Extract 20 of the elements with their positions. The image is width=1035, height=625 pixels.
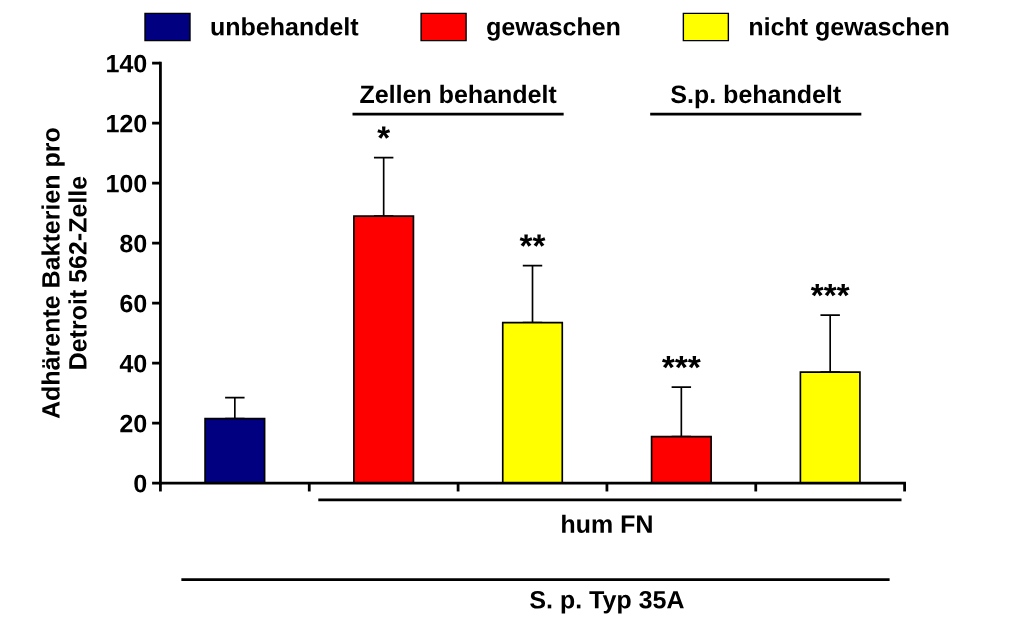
data-label: *** (661, 355, 701, 369)
y-tick-label: 100 (107, 174, 147, 193)
y-tick-label: 120 (107, 114, 147, 133)
annotation: Zellen behandelt (360, 84, 557, 104)
y-tick-label: 40 (119, 354, 147, 373)
y-tick-label: 20 (120, 414, 147, 433)
legend-label: nicht gewaschen (750, 17, 949, 41)
data-label: *** (810, 283, 850, 297)
legend-label: unbehandelt (211, 17, 359, 36)
text: hum FN (562, 514, 652, 533)
y-axis-title: Adhärente Bakterien pro Detroit 562-Zelle (41, 128, 87, 419)
y-tick-label: 80 (120, 234, 147, 253)
text: S. p. Typ 35A (530, 590, 684, 614)
legend-label: gewaschen (487, 17, 620, 41)
y-tick-label: 140 (107, 54, 147, 73)
y-tick-label: 0 (134, 474, 147, 493)
data-label: ** (519, 234, 546, 247)
annotation: S.p. behandelt (671, 84, 841, 109)
data-label: * (377, 126, 391, 139)
y-tick-label: 60 (120, 294, 147, 313)
